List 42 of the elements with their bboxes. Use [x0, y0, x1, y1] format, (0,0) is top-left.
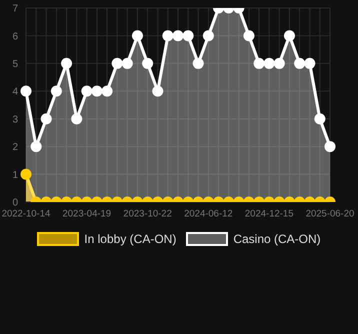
- point: [182, 30, 194, 42]
- point: [102, 86, 113, 97]
- point: [112, 58, 123, 69]
- point: [152, 86, 164, 97]
- point: [91, 86, 102, 97]
- point: [294, 58, 306, 69]
- point: [40, 113, 52, 124]
- point: [304, 58, 316, 69]
- point: [172, 30, 184, 42]
- y-tick-label: 7: [12, 4, 18, 15]
- y-tick-label: 6: [12, 31, 18, 42]
- point: [243, 30, 254, 42]
- point: [71, 113, 82, 124]
- x-tick-label: 2022-10-14: [2, 208, 50, 220]
- point: [314, 113, 326, 124]
- point: [274, 58, 285, 69]
- point: [20, 86, 32, 97]
- x-tick-label: 2025-06-20: [306, 208, 354, 220]
- point: [202, 30, 214, 42]
- point: [162, 30, 174, 42]
- x-tick-label: 2023-10-22: [123, 208, 172, 220]
- point: [81, 86, 92, 97]
- point: [284, 30, 295, 42]
- point: [61, 58, 72, 69]
- y-tick-label: 4: [12, 86, 18, 98]
- point: [122, 58, 133, 69]
- point: [264, 58, 275, 69]
- x-tick-label: 2024-06-12: [184, 208, 233, 220]
- point: [50, 86, 62, 97]
- legend-label: Casino (CA-ON): [233, 232, 321, 246]
- y-tick-label: 1: [12, 170, 18, 181]
- y-tick-label: 0: [12, 198, 18, 209]
- x-tick-label: 2024-12-15: [244, 208, 294, 220]
- y-tick-label: 5: [12, 58, 18, 70]
- x-tick-label: 2023-04-19: [62, 208, 112, 220]
- point: [142, 58, 154, 69]
- point: [254, 58, 265, 69]
- point: [132, 30, 143, 42]
- legend-label: In lobby (CA-ON): [84, 232, 176, 246]
- point: [192, 58, 204, 69]
- y-tick-label: 2: [12, 142, 18, 154]
- y-tick-label: 3: [12, 114, 18, 126]
